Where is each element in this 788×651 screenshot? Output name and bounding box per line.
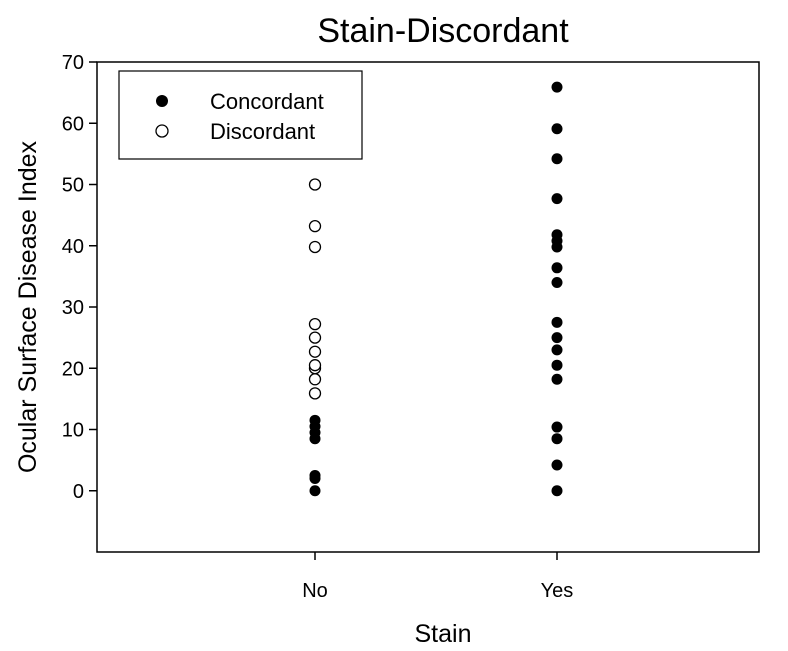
data-point-discordant xyxy=(308,331,322,344)
y-tick-label: 10 xyxy=(62,420,84,442)
data-point-discordant xyxy=(308,387,322,400)
data-point-discordant xyxy=(308,317,322,331)
x-axis: No Yes xyxy=(302,552,573,602)
data-point-concordant xyxy=(551,485,563,497)
legend-label-concordant: Concordant xyxy=(210,89,324,114)
data-point-concordant xyxy=(551,373,563,385)
data-point-concordant xyxy=(551,193,563,205)
data-point-discordant xyxy=(308,359,322,372)
y-tick-label: 40 xyxy=(62,236,84,258)
data-point-concordant xyxy=(551,81,563,93)
data-point-concordant xyxy=(551,316,563,328)
legend-marker-concordant xyxy=(156,95,168,107)
y-tick-label: 60 xyxy=(62,113,84,135)
legend: Concordant Discordant xyxy=(118,70,363,160)
data-point-concordant xyxy=(309,414,321,426)
data-point-concordant xyxy=(551,421,563,433)
y-tick-label: 50 xyxy=(62,175,84,197)
x-tick-label: Yes xyxy=(541,580,574,602)
y-tick-label: 70 xyxy=(62,52,84,74)
data-points xyxy=(308,81,563,497)
data-point-concordant xyxy=(551,262,563,274)
y-tick-label: 30 xyxy=(62,297,84,319)
data-point-concordant xyxy=(309,469,321,481)
y-tick-label: 0 xyxy=(73,481,84,503)
y-axis-label: Ocular Surface Disease Index xyxy=(14,140,42,473)
legend-label-discordant: Discordant xyxy=(210,119,315,144)
data-point-concordant xyxy=(551,332,563,344)
data-point-concordant xyxy=(551,229,563,241)
x-axis-label: Stain xyxy=(415,620,472,648)
data-point-concordant xyxy=(551,153,563,165)
data-point-concordant xyxy=(551,344,563,356)
y-axis: 0 10 20 30 40 50 60 70 xyxy=(62,52,97,503)
data-point-discordant xyxy=(308,345,322,358)
data-point-discordant xyxy=(308,373,322,386)
legend-marker-discordant xyxy=(155,124,169,138)
y-tick-label: 20 xyxy=(62,358,84,380)
chart-title: Stain-Discordant xyxy=(317,12,569,50)
x-tick-label: No xyxy=(302,580,328,602)
data-point-concordant xyxy=(551,123,563,135)
data-point-concordant xyxy=(551,359,563,371)
data-point-discordant xyxy=(308,219,322,233)
data-point-concordant xyxy=(551,277,563,288)
legend-box xyxy=(118,70,363,160)
data-point-discordant xyxy=(308,240,322,254)
data-point-concordant xyxy=(309,485,321,497)
data-point-discordant xyxy=(308,178,322,191)
data-point-concordant xyxy=(551,433,563,445)
data-point-concordant xyxy=(551,459,563,471)
